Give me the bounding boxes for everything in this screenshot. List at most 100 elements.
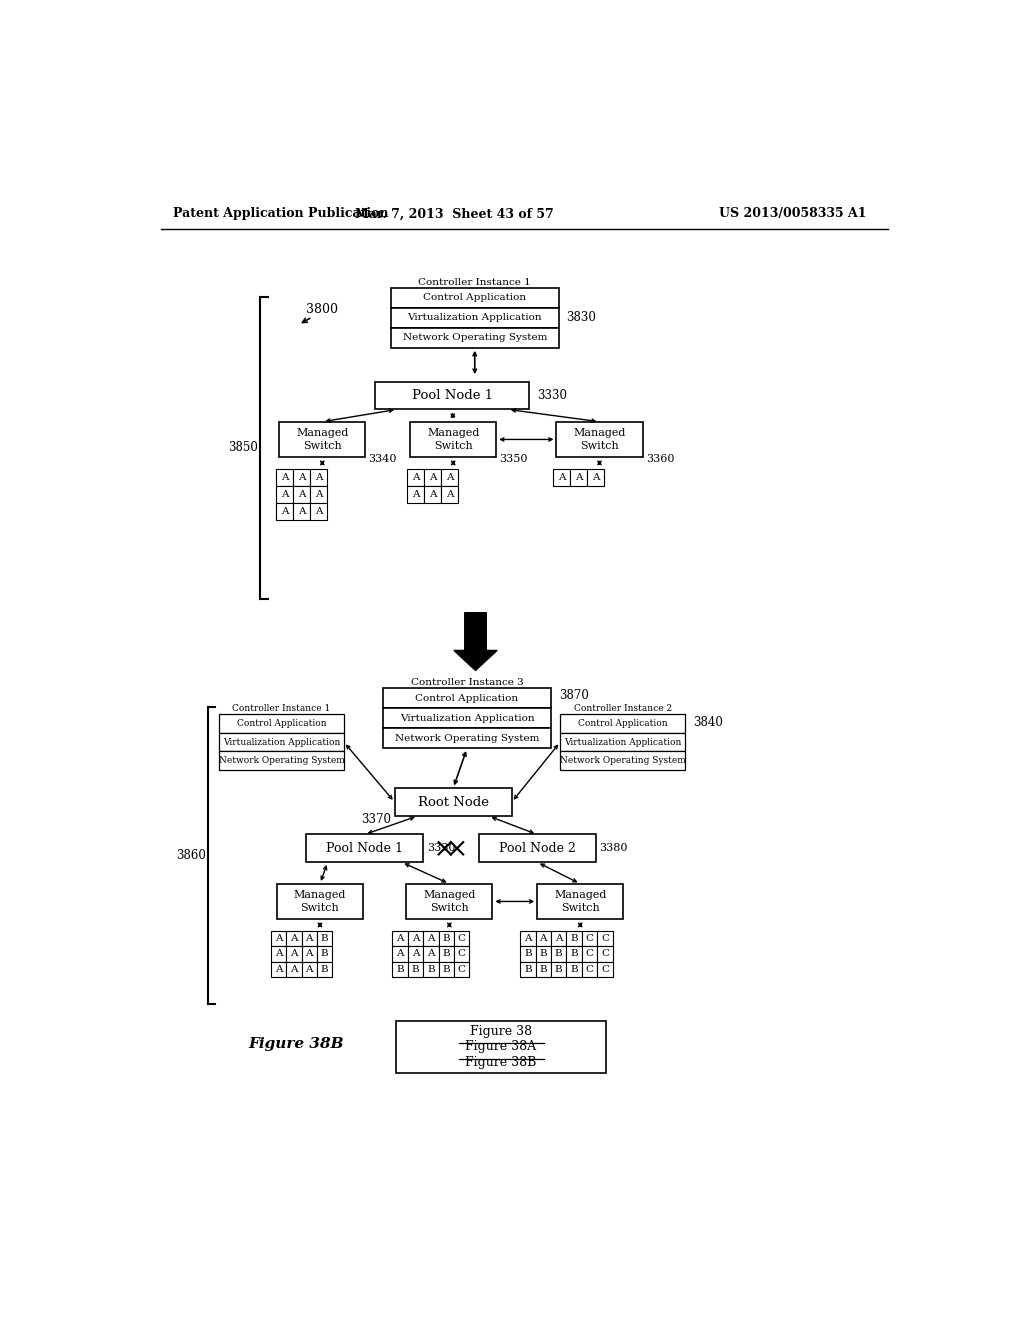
Text: A: A <box>281 473 289 482</box>
Bar <box>478 834 596 862</box>
Bar <box>538 884 624 919</box>
FancyArrow shape <box>454 612 497 671</box>
Bar <box>551 961 566 977</box>
Text: A: A <box>429 473 436 482</box>
Text: 3870: 3870 <box>559 689 589 702</box>
Bar <box>536 946 551 961</box>
Text: 3840: 3840 <box>692 715 723 729</box>
Text: 3830: 3830 <box>566 310 596 323</box>
Bar <box>520 946 536 961</box>
Bar <box>408 931 423 946</box>
Text: A: A <box>427 935 434 942</box>
Bar <box>301 931 316 946</box>
Text: B: B <box>321 935 329 942</box>
Text: Patent Application Publication: Patent Application Publication <box>173 207 388 220</box>
Text: C: C <box>601 949 609 958</box>
Text: 3340: 3340 <box>369 454 397 463</box>
Text: Figure 38: Figure 38 <box>470 1026 532 1038</box>
Text: A: A <box>305 949 313 958</box>
Bar <box>566 931 582 946</box>
Text: B: B <box>442 965 451 974</box>
Bar <box>383 729 551 748</box>
Text: Mar. 7, 2013  Sheet 43 of 57: Mar. 7, 2013 Sheet 43 of 57 <box>354 207 553 220</box>
Bar <box>582 961 597 977</box>
Bar <box>286 961 301 977</box>
Text: Managed: Managed <box>427 428 479 437</box>
Text: Pool Node 1: Pool Node 1 <box>412 389 493 403</box>
Text: C: C <box>586 935 594 942</box>
Text: A: A <box>298 490 305 499</box>
Bar <box>408 946 423 961</box>
Text: A: A <box>412 473 419 482</box>
Text: A: A <box>540 935 547 942</box>
Bar <box>310 486 327 503</box>
Text: Network Operating System: Network Operating System <box>218 756 344 766</box>
Bar <box>438 961 454 977</box>
Text: 3330: 3330 <box>538 389 567 403</box>
Bar <box>410 422 497 457</box>
Bar <box>391 327 559 348</box>
Text: A: A <box>298 507 305 516</box>
Text: Network Operating System: Network Operating System <box>402 334 547 342</box>
Text: A: A <box>290 949 298 958</box>
Text: Switch: Switch <box>434 441 472 450</box>
Bar <box>219 733 344 751</box>
Text: A: A <box>574 473 583 482</box>
Text: A: A <box>558 473 565 482</box>
Text: B: B <box>540 965 547 974</box>
Text: B: B <box>321 965 329 974</box>
Text: A: A <box>314 473 323 482</box>
Text: US 2013/0058335 A1: US 2013/0058335 A1 <box>719 207 866 220</box>
Bar <box>270 931 286 946</box>
Text: Controller Instance 1: Controller Instance 1 <box>419 279 531 286</box>
Bar <box>560 714 685 733</box>
Bar <box>280 422 366 457</box>
Text: B: B <box>412 965 419 974</box>
Bar <box>293 469 310 486</box>
Bar <box>276 486 293 503</box>
Text: Control Application: Control Application <box>237 719 327 729</box>
Text: Pool Node 2: Pool Node 2 <box>499 842 575 855</box>
Text: A: A <box>281 490 289 499</box>
Bar <box>454 931 469 946</box>
Bar <box>566 946 582 961</box>
Text: Controller Instance 2: Controller Instance 2 <box>573 705 672 713</box>
Text: Managed: Managed <box>294 890 346 899</box>
Text: B: B <box>396 965 403 974</box>
Bar <box>520 961 536 977</box>
Text: Virtualization Application: Virtualization Application <box>564 738 681 747</box>
Bar <box>570 469 587 486</box>
Text: Controller Instance 3: Controller Instance 3 <box>411 678 523 688</box>
Bar <box>424 469 441 486</box>
Bar <box>394 788 512 816</box>
Bar <box>597 961 612 977</box>
Text: Virtualization Application: Virtualization Application <box>408 313 542 322</box>
Text: A: A <box>305 965 313 974</box>
Bar <box>553 469 570 486</box>
Bar <box>301 961 316 977</box>
Bar <box>293 503 310 520</box>
Bar <box>582 931 597 946</box>
Text: Root Node: Root Node <box>418 796 488 809</box>
Text: B: B <box>427 965 434 974</box>
Bar <box>560 733 685 751</box>
Text: A: A <box>305 935 313 942</box>
Bar <box>520 931 536 946</box>
Bar <box>566 961 582 977</box>
Text: A: A <box>412 490 419 499</box>
Bar <box>376 381 529 409</box>
Text: A: A <box>445 490 453 499</box>
Text: A: A <box>290 935 298 942</box>
Bar <box>392 931 408 946</box>
Text: B: B <box>442 949 451 958</box>
Text: Figure 38B: Figure 38B <box>249 1038 344 1051</box>
Text: C: C <box>601 965 609 974</box>
Bar <box>391 288 559 308</box>
Bar <box>270 946 286 961</box>
Text: 3330: 3330 <box>427 843 456 853</box>
Text: 3370: 3370 <box>360 813 391 825</box>
Text: C: C <box>458 935 466 942</box>
Text: A: A <box>314 507 323 516</box>
Bar <box>556 422 643 457</box>
Text: Switch: Switch <box>303 441 342 450</box>
